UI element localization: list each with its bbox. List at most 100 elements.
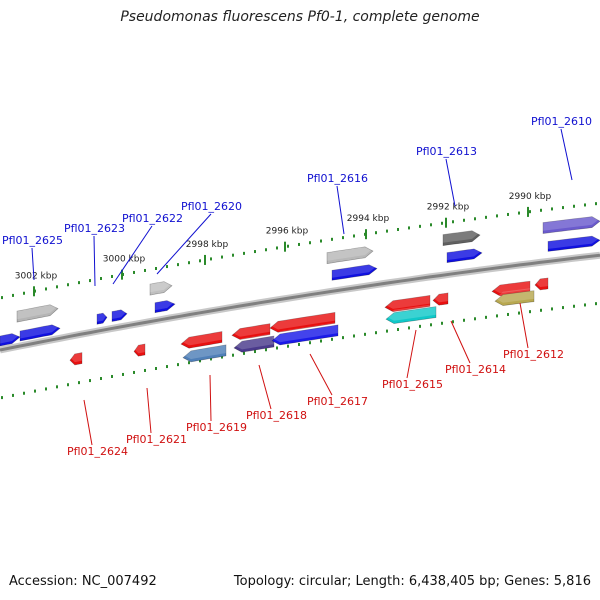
forward-feature-highlight: [112, 307, 127, 319]
inner-ring-tick: [441, 321, 443, 325]
inner-ring-tick: [397, 327, 399, 331]
leader-line: [93, 235, 96, 287]
major-tick: [33, 286, 35, 297]
gene-pfl01-2612-label: Pfl01_2612: [503, 348, 564, 361]
scale-label: 2994 kbp: [347, 214, 390, 224]
inner-ring-tick: [133, 370, 135, 374]
inner-ring-tick: [177, 363, 179, 367]
scale-label: 2992 kbp: [427, 203, 470, 213]
forward-feature-secondary: [326, 246, 374, 264]
leader-line: [146, 387, 152, 434]
inner-ring-tick: [287, 344, 289, 348]
inner-ring-tick: [34, 389, 36, 393]
accession-text: Accession: NC_007492: [9, 574, 157, 589]
reverse-feature-secondary: [271, 324, 339, 346]
outer-ring-tick: [584, 203, 586, 207]
reverse-feature-highlight: [181, 328, 222, 346]
outer-ring-tick: [518, 211, 520, 215]
forward-feature-highlight: [447, 246, 482, 261]
leader-line: [112, 225, 153, 285]
forward-feature: [111, 309, 128, 322]
reverse-feature-secondary: [385, 306, 437, 324]
outer-ring-tick: [397, 227, 399, 231]
forward-feature-secondary: [149, 281, 173, 296]
inner-ring-tick: [584, 303, 586, 307]
reverse-feature: [269, 312, 336, 333]
inner-ring-tick: [221, 355, 223, 359]
outer-ring-tick: [78, 281, 80, 285]
outer-ring-tick: [507, 212, 509, 216]
outer-ring-tick: [210, 257, 212, 261]
leader-line: [156, 213, 212, 275]
outer-ring-tick: [221, 255, 223, 259]
inner-ring-tick: [232, 353, 234, 357]
inner-ring-tick: [67, 383, 69, 387]
outer-ring-tick: [199, 259, 201, 263]
gene-pfl01-2610-label: Pfl01_2610: [531, 115, 592, 128]
forward-feature-secondary-highlight: [443, 227, 480, 243]
outer-ring-tick: [56, 285, 58, 289]
forward-feature-secondary: [542, 216, 600, 234]
forward-feature-secondary: [442, 230, 481, 246]
inner-ring-tick: [276, 346, 278, 350]
forward-feature: [331, 264, 378, 281]
outer-ring-tick: [320, 239, 322, 243]
inner-ring-tick: [320, 339, 322, 343]
reverse-feature-highlight: [134, 341, 145, 354]
reverse-feature-secondary-highlight: [183, 342, 226, 360]
reverse-feature-secondary-highlight: [234, 333, 274, 350]
inner-ring-tick: [78, 381, 80, 385]
reverse-feature-highlight: [433, 290, 448, 303]
outer-ring-tick: [287, 244, 289, 248]
reverse-feature-secondary: [494, 290, 535, 306]
outer-ring-tick: [100, 277, 102, 281]
inner-ring-tick: [551, 307, 553, 311]
reverse-feature: [231, 323, 271, 340]
inner-ring-tick: [23, 391, 25, 395]
inner-ring-tick: [540, 308, 542, 312]
forward-feature-secondary-highlight: [17, 301, 58, 320]
outer-ring-tick: [1, 296, 3, 300]
inner-ring-tick: [122, 372, 124, 376]
forward-feature: [547, 235, 600, 252]
outer-ring-tick: [298, 242, 300, 246]
inner-ring-tick: [496, 314, 498, 318]
inner-ring-tick: [199, 359, 201, 363]
inner-ring-tick: [265, 348, 267, 352]
inner-ring-tick: [452, 320, 454, 324]
topology-text: Topology: circular; Length: 6,438,405 bp…: [233, 574, 591, 589]
outer-ring-tick: [375, 231, 377, 235]
gene-pfl01-2623-label: Pfl01_2623: [64, 222, 125, 235]
inner-ring-tick: [375, 331, 377, 335]
reverse-feature-highlight: [232, 320, 270, 337]
major-tick: [204, 254, 206, 265]
inner-ring-tick: [298, 342, 300, 346]
outer-ring-tick: [540, 208, 542, 212]
outer-ring-tick: [309, 241, 311, 245]
major-tick: [527, 206, 529, 217]
leader-line: [258, 364, 272, 410]
inner-ring-tick: [45, 387, 47, 391]
outer-ring-tick: [243, 251, 245, 255]
leader-line: [31, 247, 35, 281]
label-layer: 3002 kbp 3000 kbp 2998 kbp 2996 kbp 2994 kbp…: [2, 115, 592, 458]
inner-ring-tick: [188, 361, 190, 365]
inner-ring-tick: [111, 374, 113, 378]
outer-ring-tick: [342, 236, 344, 240]
major-tick: [445, 217, 447, 228]
outer-ring-tick: [430, 223, 432, 227]
inner-ring-tick: [254, 350, 256, 354]
inner-ring-tick: [309, 341, 311, 345]
forward-feature-secondary: [16, 304, 59, 323]
backbone-line: [0, 253, 600, 352]
gene-pfl01-2618-label: Pfl01_2618: [246, 409, 307, 422]
forward-feature: [96, 312, 108, 325]
major-tick: [121, 269, 123, 280]
outer-ring-tick: [452, 220, 454, 224]
inner-ring-tick: [573, 304, 575, 308]
outer-ring-tick: [353, 234, 355, 238]
leader-line: [209, 374, 212, 422]
reverse-feature-secondary-highlight: [495, 287, 534, 303]
reverse-feature-highlight: [492, 278, 530, 294]
